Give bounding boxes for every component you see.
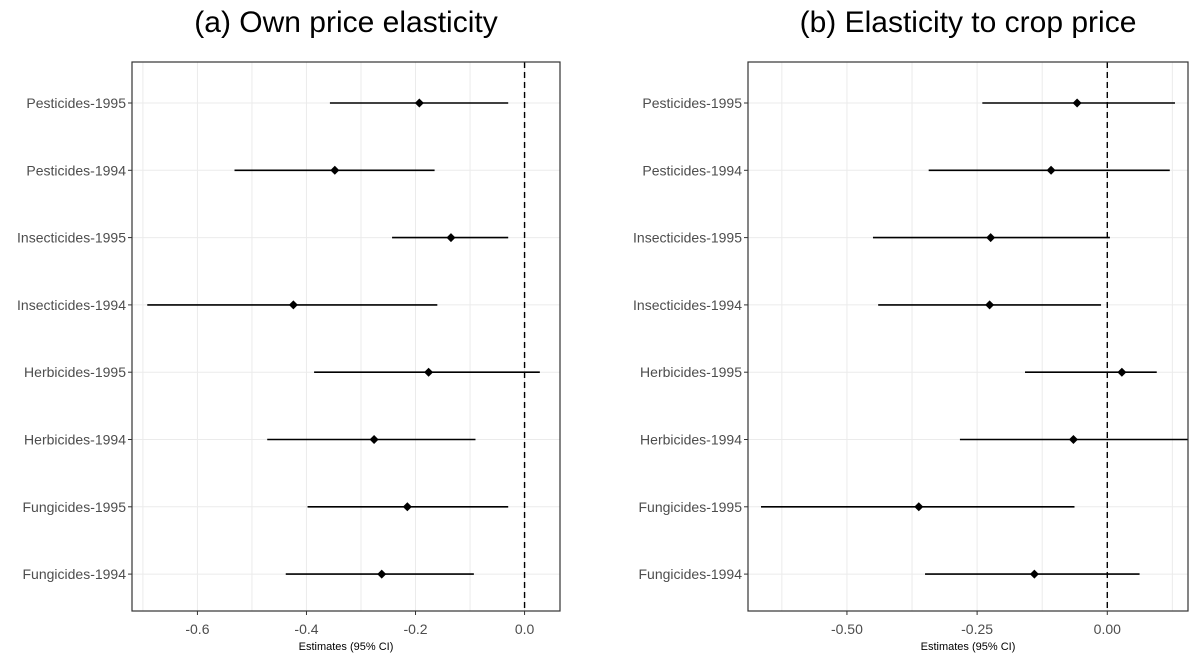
y-tick-label: Herbicides-1994 — [24, 432, 126, 448]
x-tick-label: -0.6 — [185, 621, 209, 637]
x-tick-label: -0.4 — [294, 621, 318, 637]
x-tick-label: -0.25 — [961, 621, 993, 637]
panel-own-price-elasticity: (a) Own price elasticity Pesticides-1995 P… — [17, 6, 561, 653]
y-tick-label: Fungicides-1995 — [638, 499, 742, 515]
y-tick-label: Herbicides-1995 — [640, 364, 742, 380]
point-estimate — [1029, 569, 1039, 579]
x-tick-label: 0.00 — [1094, 621, 1121, 637]
point-estimate — [414, 98, 424, 108]
y-tick-label: Insecticides-1994 — [17, 297, 126, 313]
panel-border — [131, 61, 561, 612]
point-estimate — [424, 367, 434, 377]
y-tick-label: Fungicides-1994 — [638, 566, 742, 582]
x-tick-label: -0.2 — [403, 621, 427, 637]
y-tick-label: Pesticides-1994 — [26, 162, 126, 178]
point-estimate — [446, 233, 456, 243]
point-estimate — [288, 300, 298, 310]
y-tick-label: Fungicides-1994 — [22, 566, 126, 582]
y-tick-label: Insecticides-1995 — [17, 230, 126, 246]
y-tick-label: Herbicides-1994 — [640, 432, 742, 448]
point-estimate — [369, 435, 379, 444]
point-estimate — [986, 233, 996, 243]
panel-border — [747, 61, 1189, 612]
chart-title: (a) Own price elasticity — [194, 6, 497, 39]
point-estimate — [330, 165, 340, 175]
point-estimate — [1117, 367, 1127, 377]
point-estimate — [1072, 98, 1082, 108]
point-estimate — [377, 569, 387, 579]
x-axis-label: Estimates (95% CI) — [921, 641, 1016, 653]
point-estimate — [402, 502, 412, 512]
x-tick-label: -0.50 — [831, 621, 863, 637]
y-tick-label: Pesticides-1995 — [26, 95, 126, 111]
x-axis-label: Estimates (95% CI) — [299, 641, 394, 653]
y-tick-label: Fungicides-1995 — [22, 499, 126, 515]
point-estimate — [914, 502, 924, 512]
y-tick-label: Insecticides-1995 — [633, 230, 742, 246]
x-tick-label: 0.0 — [515, 621, 535, 637]
y-tick-label: Insecticides-1994 — [633, 297, 742, 313]
panel-elasticity-to-crop-price: (b) Elasticity to crop price Pesticides-1… — [633, 6, 1189, 653]
y-tick-label: Pesticides-1995 — [642, 95, 742, 111]
point-estimate — [1068, 435, 1078, 444]
chart-title: (b) Elasticity to crop price — [800, 6, 1137, 39]
y-tick-label: Herbicides-1995 — [24, 364, 126, 380]
point-estimate — [985, 300, 995, 310]
y-tick-label: Pesticides-1994 — [642, 162, 742, 178]
point-estimate — [1046, 165, 1056, 175]
